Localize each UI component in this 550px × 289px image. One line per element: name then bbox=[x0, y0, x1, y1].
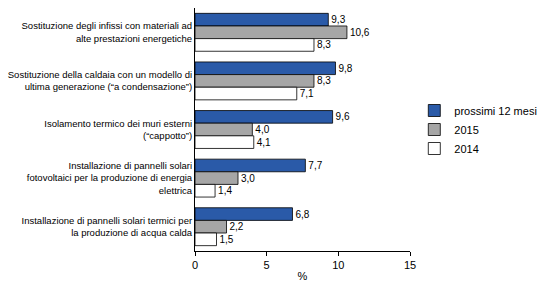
svg-text:7,1: 7,1 bbox=[300, 88, 314, 99]
svg-text:10: 10 bbox=[332, 259, 344, 271]
svg-text:0: 0 bbox=[192, 259, 198, 271]
svg-text:2014: 2014 bbox=[454, 143, 478, 155]
svg-text:2015: 2015 bbox=[454, 124, 478, 136]
svg-text:4,0: 4,0 bbox=[255, 124, 269, 135]
svg-text:Sostituzione degli infissi con: Sostituzione degli infissi con materiali… bbox=[22, 20, 193, 43]
svg-text:5: 5 bbox=[264, 259, 270, 271]
svg-text:4,1: 4,1 bbox=[257, 137, 271, 148]
svg-text:9,3: 9,3 bbox=[331, 14, 345, 25]
svg-text:%: % bbox=[298, 270, 308, 282]
svg-text:15: 15 bbox=[404, 259, 416, 271]
svg-text:9,8: 9,8 bbox=[338, 63, 352, 74]
svg-text:8,3: 8,3 bbox=[317, 39, 331, 50]
svg-text:7,7: 7,7 bbox=[308, 160, 322, 171]
svg-text:Isolamento termico dei muri es: Isolamento termico dei muri esterni(“cap… bbox=[44, 118, 192, 141]
svg-text:Installazione di pannelli sola: Installazione di pannelli solari termici… bbox=[22, 215, 193, 238]
svg-text:1,5: 1,5 bbox=[220, 234, 234, 245]
svg-text:8,3: 8,3 bbox=[317, 75, 331, 86]
svg-text:3,0: 3,0 bbox=[241, 173, 255, 184]
svg-text:2,2: 2,2 bbox=[230, 221, 244, 232]
svg-text:6,8: 6,8 bbox=[295, 209, 309, 220]
svg-text:prossimi 12 mesi: prossimi 12 mesi bbox=[454, 105, 537, 117]
svg-text:10,6: 10,6 bbox=[350, 27, 370, 38]
svg-text:9,6: 9,6 bbox=[336, 111, 350, 122]
svg-text:Installazione di pannelli sola: Installazione di pannelli solarifotovolt… bbox=[27, 160, 193, 196]
svg-text:1,4: 1,4 bbox=[218, 185, 232, 196]
svg-text:Sostituzione della caldaia con: Sostituzione della caldaia con un modell… bbox=[8, 69, 192, 92]
